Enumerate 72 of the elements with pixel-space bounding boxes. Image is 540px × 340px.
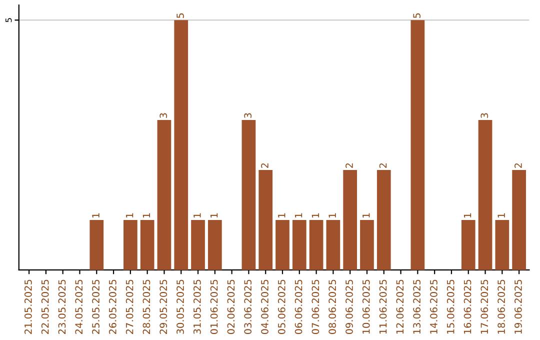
data-label: 3 (480, 113, 488, 118)
bar (276, 220, 290, 270)
x-tick-label: 27.05.2025 (126, 280, 134, 334)
bar (258, 170, 273, 270)
x-tick-label: 10.06.2025 (362, 280, 370, 334)
x-tick-label: 18.06.2025 (498, 280, 505, 334)
bar (326, 220, 340, 270)
bar (512, 170, 526, 270)
data-label: 3 (160, 113, 168, 118)
x-tick-label: 13.06.2025 (413, 280, 420, 334)
bar (461, 220, 476, 270)
x-tick-label: 19.06.2025 (514, 280, 522, 334)
x-tick-label: 07.06.2025 (312, 280, 320, 334)
bar (140, 220, 154, 270)
data-label: 2 (514, 163, 522, 168)
x-tick-label: 11.06.2025 (379, 280, 387, 334)
bar (478, 120, 492, 270)
x-tick-label: 03.06.2025 (244, 280, 252, 334)
bar (410, 20, 425, 270)
bar (123, 220, 138, 270)
x-tick-label: 28.05.2025 (142, 280, 150, 334)
bar (191, 220, 205, 270)
x-tick-label: 02.06.2025 (227, 280, 235, 334)
data-label: 2 (261, 163, 268, 168)
x-tick-label: 30.05.2025 (176, 280, 184, 334)
data-label: 1 (194, 213, 201, 218)
x-tick-label: 26.05.2025 (108, 280, 116, 334)
data-label: 3 (244, 113, 252, 118)
data-label: 1 (362, 213, 370, 218)
data-label: 1 (328, 213, 336, 218)
bar (90, 220, 104, 270)
x-tick-label: 12.06.2025 (396, 280, 404, 334)
data-label: 5 (176, 13, 184, 18)
x-tick-label: 08.06.2025 (328, 280, 336, 334)
data-label: 2 (346, 163, 353, 168)
data-label: 1 (312, 213, 319, 218)
data-label: 5 (413, 13, 420, 18)
bar (157, 120, 172, 270)
x-tick-label: 06.06.2025 (294, 280, 302, 334)
x-tick-label: 31.05.2025 (193, 280, 201, 334)
x-tick-label: 04.06.2025 (261, 280, 268, 334)
data-label: 1 (498, 213, 505, 218)
x-tick-label: 15.06.2025 (446, 280, 454, 334)
x-tick-label: 24.05.2025 (75, 280, 83, 334)
x-tick-label: 17.06.2025 (480, 280, 488, 334)
bar (376, 170, 391, 270)
bar (208, 220, 222, 270)
data-label: 1 (294, 213, 302, 218)
bar (309, 220, 324, 270)
bar (174, 20, 188, 270)
data-label: 1 (278, 213, 286, 218)
x-tick-label: 29.05.2025 (160, 280, 168, 334)
bar (292, 220, 306, 270)
bar (495, 220, 510, 270)
x-tick-label: 05.06.2025 (278, 280, 286, 334)
x-tick-label: 16.06.2025 (464, 280, 472, 334)
x-tick-label: 23.05.2025 (58, 280, 66, 334)
x-tick-label: 21.05.2025 (24, 280, 32, 334)
data-label: 1 (126, 213, 134, 218)
data-label: 1 (210, 213, 218, 218)
data-label: 2 (379, 163, 387, 168)
x-tick-label: 25.05.2025 (92, 280, 100, 334)
bar (343, 170, 358, 270)
bar (360, 220, 374, 270)
data-label: 1 (142, 213, 150, 218)
x-tick-label: 01.06.2025 (210, 280, 218, 334)
x-tick-label: 09.06.2025 (346, 280, 353, 334)
data-label: 1 (464, 213, 472, 218)
x-tick-label: 14.06.2025 (430, 280, 438, 334)
data-label: 1 (92, 213, 100, 218)
bar (242, 120, 256, 270)
x-tick-label: 22.05.2025 (41, 280, 49, 334)
